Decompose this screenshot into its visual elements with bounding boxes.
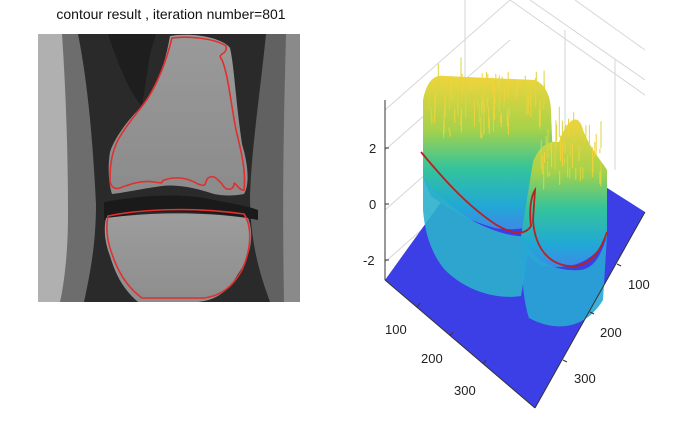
- surface-block-left-face: [423, 178, 531, 297]
- x-tick-label: 200: [421, 351, 443, 366]
- grid-line: [384, 0, 511, 111]
- surface-svg: 2 0 -2 100 200 300 100 200: [363, 0, 650, 409]
- x-tick-mark: [416, 302, 421, 308]
- tibia: [104, 213, 252, 302]
- x-tick-mark: [482, 359, 487, 365]
- y-axis-ticks: 100 200 300: [562, 263, 650, 386]
- y-tick-label: 300: [574, 371, 596, 386]
- grid-line: [509, 0, 646, 96]
- y-tick-label: 100: [628, 277, 650, 292]
- x-axis: [384, 279, 536, 409]
- tibia-contour: [106, 208, 251, 299]
- surface-block-right-face: [521, 236, 607, 327]
- z-tick-label: 0: [369, 197, 376, 212]
- y-tick-mark: [562, 359, 568, 363]
- y-axis: [534, 211, 646, 409]
- femur: [108, 34, 248, 196]
- grid-line: [529, 0, 646, 81]
- mri-image-panel: [38, 34, 300, 302]
- y-tick-mark: [616, 263, 622, 267]
- x-tick-mark: [449, 331, 454, 337]
- x-tick-label: 100: [385, 322, 407, 337]
- mri-image: [38, 34, 300, 302]
- zero-level-contour: [420, 151, 608, 267]
- skin-left: [38, 34, 68, 302]
- left-panel-title: contour result , iteration number=801: [56, 6, 286, 22]
- z-tick-label: 2: [369, 141, 376, 156]
- y-tick-label: 200: [600, 325, 622, 340]
- skin-right: [283, 34, 300, 302]
- joint-space: [104, 195, 258, 220]
- x-tick-label: 300: [454, 383, 476, 398]
- femur-contour: [109, 36, 246, 191]
- grid-line: [574, 0, 646, 51]
- z-axis-ticks: 2 0 -2: [363, 141, 389, 268]
- dark-region: [108, 34, 156, 106]
- z-tick-label: -2: [363, 253, 375, 268]
- surface-spikes: [428, 57, 602, 190]
- y-tick-mark: [589, 311, 595, 315]
- surface-plot: 2 0 -2 100 200 300 100 200: [345, 0, 675, 442]
- x-axis-ticks: 100 200 300: [385, 302, 487, 398]
